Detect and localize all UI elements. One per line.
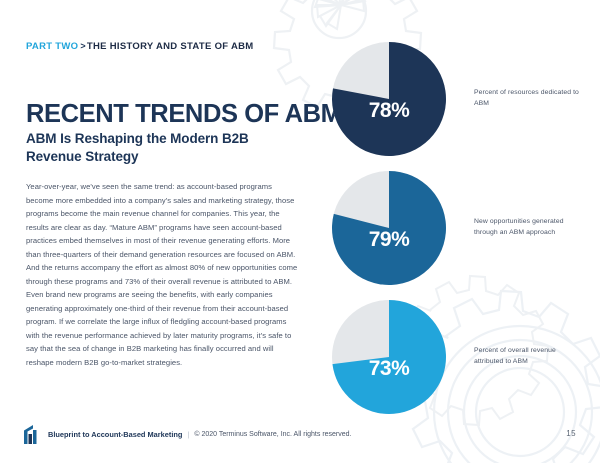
pie-chart-resources: 78%: [330, 40, 448, 158]
breadcrumb: PART TWO >THE HISTORY AND STATE OF ABM: [26, 41, 253, 52]
page-number: 15: [566, 429, 576, 438]
breadcrumb-title: THE HISTORY AND STATE OF ABM: [86, 41, 254, 52]
stat-caption: New opportunities generated through an A…: [474, 218, 564, 236]
logo-bar-right: [33, 430, 37, 444]
breadcrumb-separator: >: [80, 41, 86, 51]
stat-row: 78% Percent of resources dedicated to AB…: [330, 40, 590, 158]
body-paragraph: Year-over-year, we've seen the same tren…: [26, 182, 298, 367]
footer-brand: Blueprint to Account-Based Marketing: [48, 430, 183, 439]
stat-caption: Percent of resources dedicated to ABM: [474, 89, 579, 107]
stat-row: 73% Percent of overall revenue attribute…: [330, 298, 590, 416]
pie-value-label: 78%: [368, 99, 410, 122]
stat-row: 79% New opportunities generated through …: [330, 169, 590, 287]
logo-bar-left: [28, 434, 32, 444]
pie-chart-opportunities: 79%: [330, 169, 448, 287]
breadcrumb-part: PART TWO: [26, 41, 79, 52]
footer-copyright: © 2020 Terminus Software, Inc. All right…: [194, 431, 352, 438]
page-subtitle: ABM Is Reshaping the Modern B2B Revenue …: [26, 131, 249, 164]
terminus-logo-icon: [24, 425, 37, 444]
pie-chart-revenue: 73%: [330, 298, 448, 416]
footer-divider: |: [187, 430, 190, 439]
pie-value-slice: [331, 171, 446, 285]
logo-arrow-shape: [24, 425, 33, 444]
pie-value-label: 79%: [368, 228, 410, 251]
pie-value-label: 73%: [368, 357, 410, 380]
stat-caption: Percent of overall revenue attributed to…: [474, 347, 556, 365]
footer: Blueprint to Account-Based Marketing | ©…: [0, 417, 600, 463]
page-title: RECENT TRENDS OF ABM: [26, 100, 342, 128]
footer-content: Blueprint to Account-Based Marketing | ©…: [22, 425, 352, 444]
